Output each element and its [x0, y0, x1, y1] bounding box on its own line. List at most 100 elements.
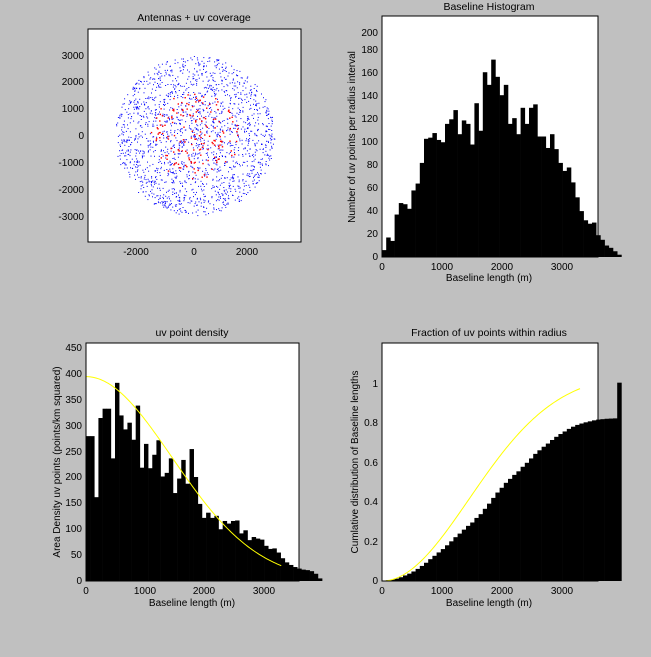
uv-point [172, 194, 174, 195]
uv-point [145, 113, 147, 115]
uv-point [250, 85, 252, 87]
uv-point [183, 168, 185, 170]
uv-point [147, 97, 149, 99]
density-bar [214, 515, 219, 581]
uv-point [152, 196, 153, 198]
uv-point [193, 105, 195, 107]
density-bar [160, 476, 165, 581]
uv-point [226, 130, 227, 132]
uv-point [187, 60, 189, 62]
uv-point [266, 115, 268, 116]
uv-point [170, 164, 172, 165]
uv-point [184, 180, 186, 182]
uv-point [253, 103, 254, 105]
uv-point [208, 200, 210, 202]
antenna-point [159, 120, 161, 122]
uv-point [192, 84, 194, 86]
uv-point [257, 113, 259, 115]
uv-point [206, 183, 208, 185]
uv-point [119, 144, 121, 146]
uv-point [218, 196, 220, 198]
uv-point [248, 153, 250, 155]
uv-point [179, 191, 181, 193]
uv-point [272, 143, 274, 145]
density-bar [185, 483, 190, 581]
uv-point [139, 98, 141, 100]
uv-point [247, 116, 249, 118]
uv-point [238, 154, 240, 156]
uv-point [268, 113, 270, 115]
uv-point [265, 145, 267, 147]
uv-point [247, 118, 249, 120]
uv-point [183, 58, 184, 60]
uv-point [250, 165, 252, 167]
uv-point [205, 126, 207, 128]
uv-point [165, 181, 167, 183]
uv-point [169, 93, 171, 95]
uv-point [183, 165, 185, 167]
uv-point [212, 102, 214, 104]
cumulative-bar [524, 462, 530, 581]
uv-point [206, 87, 208, 89]
uv-point [222, 141, 224, 143]
uv-point [204, 101, 206, 102]
uv-point [223, 189, 225, 191]
uv-point [155, 96, 157, 98]
uv-point [130, 137, 132, 138]
uv-point [145, 182, 147, 184]
uv-point [147, 199, 149, 201]
uv-point [238, 196, 240, 198]
density-bar [90, 436, 95, 581]
uv-point [124, 155, 126, 157]
uv-point [198, 77, 200, 79]
uv-point [266, 131, 268, 132]
uv-point [231, 168, 233, 170]
uv-point [175, 91, 177, 92]
uv-point [186, 191, 188, 193]
uv-point [154, 150, 156, 151]
uv-point [122, 140, 124, 142]
uv-point [251, 161, 253, 163]
uv-point [234, 199, 236, 201]
uv-point [143, 178, 145, 180]
density-bar [247, 540, 252, 581]
uv-point [200, 199, 202, 201]
uv-point [130, 101, 132, 103]
antenna-point [231, 116, 233, 118]
cumulative-bar [482, 508, 488, 581]
uv-point [212, 187, 214, 188]
histogram-bar [600, 239, 605, 257]
uv-point [230, 167, 232, 169]
uv-point [176, 140, 178, 142]
uv-point [148, 194, 150, 196]
uv-point [142, 156, 143, 158]
uv-point [173, 144, 175, 146]
uv-point [232, 114, 234, 116]
uv-point [144, 195, 146, 197]
baseline-histogram-ytick: 160 [361, 68, 378, 79]
baseline-histogram-title: Baseline Histogram [443, 1, 534, 13]
uv-point [190, 117, 192, 119]
uv-point [270, 158, 272, 159]
uv-point [197, 147, 199, 149]
uv-point [172, 168, 174, 170]
uv-point [181, 85, 183, 87]
antenna-point [199, 131, 202, 133]
uv-point [140, 150, 142, 152]
uv-point [225, 67, 227, 69]
cumulative-bar [604, 418, 610, 581]
uv-point [257, 182, 259, 184]
uv-point [145, 98, 147, 99]
uv-point [214, 186, 215, 188]
uv-point [165, 146, 167, 148]
uv-point [186, 115, 188, 117]
uv-point [142, 153, 144, 155]
uv-point [192, 178, 194, 180]
uv-point [183, 66, 185, 68]
cumulative-bar [550, 439, 555, 581]
cumulative-yticks: 0 0.2 0.4 0.6 0.8 1 [364, 379, 378, 587]
uv-point [169, 66, 171, 68]
uv-point [146, 116, 148, 118]
uv-point [165, 71, 167, 73]
uv-point [224, 94, 226, 96]
